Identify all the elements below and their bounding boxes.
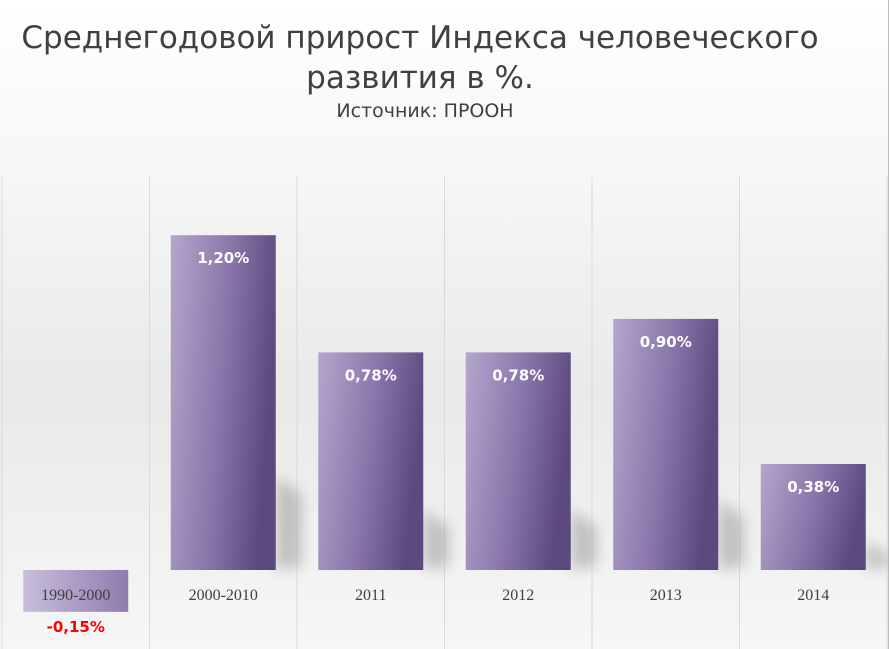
chart-subtitle: Источник: ПРООН [336,100,514,122]
bar-shadow [570,509,597,570]
chart-title: Среднегодовой прирост Индекса человеческ… [21,20,819,96]
data-label: 0,38% [787,478,839,496]
data-label: -0,15% [47,618,105,636]
bar-2000-2010 [170,235,276,570]
data-label: 0,90% [640,333,692,351]
data-label: 0,78% [492,366,544,384]
bar-shadow [423,509,450,570]
data-label: 1,20% [197,249,249,267]
x-tick-label: 1990-2000 [41,587,110,604]
x-tick-label: 2000-2010 [189,587,258,604]
bar-2011 [318,352,424,570]
bar-shadow [275,476,302,570]
bar-1990-2000 [23,570,129,612]
bar-2013 [613,318,719,570]
x-tick-label: 2014 [797,587,829,604]
x-tick-label: 2012 [502,587,534,604]
bar-shadow [865,540,889,570]
x-tick-label: 2011 [355,587,386,604]
data-label: 0,78% [345,366,397,384]
bar-shadow [718,499,745,570]
bar-2014 [760,463,866,570]
x-tick-label: 2013 [650,587,682,604]
bar-2012 [465,352,571,570]
